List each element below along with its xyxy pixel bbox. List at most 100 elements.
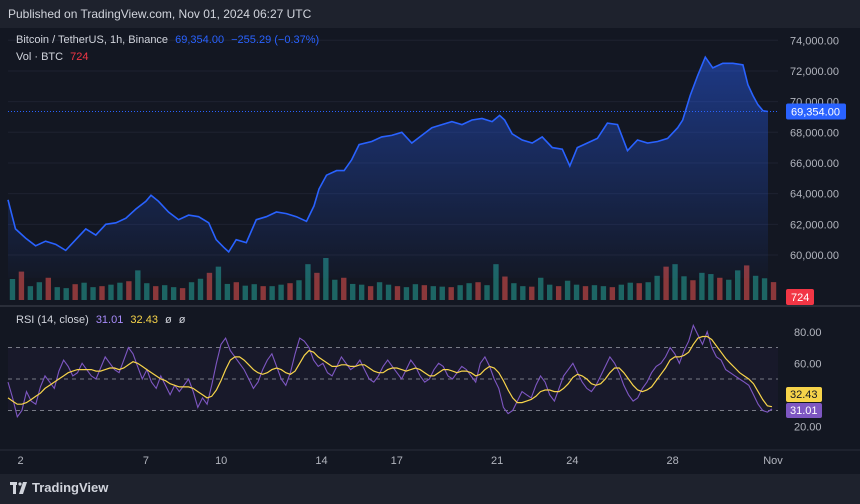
volume-bar: [72, 284, 78, 300]
time-tick-label: Nov: [763, 455, 783, 467]
price-tick-label: 62,000.00: [790, 219, 839, 231]
rsi-line: [7, 323, 773, 419]
volume-bar: [582, 286, 589, 300]
volume-bar: [233, 282, 239, 300]
volume-bar: [376, 282, 383, 300]
volume-bar: [412, 284, 419, 300]
last-price-label: 69,354.00: [791, 107, 840, 119]
volume-bar: [251, 284, 257, 300]
volume-bar: [135, 270, 141, 300]
price-change: −255.29 (−0.37%): [231, 34, 320, 46]
rsi-ma-badge: 32.43: [786, 387, 822, 402]
published-banner: Published on TradingView.com, Nov 01, 20…: [0, 0, 860, 28]
volume-label[interactable]: Vol · BTC: [16, 51, 64, 63]
symbol-label[interactable]: Bitcoin / TetherUS, 1h, Binance: [16, 34, 169, 46]
rsi-ma-line: [7, 335, 773, 408]
volume-bar: [475, 282, 481, 300]
volume-bar: [45, 277, 51, 300]
price-tick-label: 66,000.00: [790, 158, 839, 170]
price-tick-label: 60,000.00: [790, 250, 839, 262]
price-line: [7, 55, 769, 254]
volume-bar: [350, 283, 356, 300]
time-tick-label: 17: [391, 455, 403, 467]
price-tick-label: 68,000.00: [790, 127, 839, 139]
price-area: [8, 57, 768, 278]
volume-bar: [296, 280, 302, 300]
volume-bar: [717, 277, 723, 300]
volume-bar: [394, 286, 401, 300]
volume-bar: [90, 287, 96, 300]
rsi-na-1: ø: [165, 314, 172, 326]
rsi-ma-value: 32.43: [130, 314, 158, 326]
volume-bar: [54, 287, 60, 300]
volume-bar: [144, 283, 150, 300]
volume-bar: [681, 276, 687, 300]
volume-bar: [448, 287, 454, 300]
volume-value: 724: [70, 51, 89, 63]
time-tick-label: 14: [315, 455, 327, 467]
volume-bar: [609, 287, 616, 300]
volume-bar: [564, 280, 571, 300]
volume-bar: [162, 285, 168, 300]
volume-bar: [108, 284, 114, 300]
price-tick-label: 72,000.00: [790, 66, 839, 78]
volume-bar: [358, 284, 365, 300]
last-price-badge: 69,354.00: [786, 103, 846, 120]
volume-bar: [341, 277, 347, 300]
volume-bar: [260, 286, 266, 300]
volume-bar: [555, 286, 562, 300]
rsi-tick-label: 60.00: [794, 358, 822, 370]
volume-bar: [457, 285, 463, 300]
volume-bar: [278, 284, 284, 300]
volume-bar: [9, 279, 16, 300]
rsi-label[interactable]: RSI (14, close): [16, 314, 89, 326]
time-axis[interactable]: 2 7 10 14 17 21 24 28 Nov: [0, 449, 860, 467]
rsi-na-2: ø: [178, 314, 186, 326]
volume-bar: [735, 270, 741, 300]
rsi-tick-label: 80.00: [794, 327, 822, 339]
price-tick-label: 64,000.00: [790, 189, 839, 201]
volume-bar: [520, 286, 526, 300]
volume-bar: [752, 275, 759, 300]
rsi-value: 31.01: [95, 314, 124, 326]
time-tick-label: 2: [17, 455, 23, 467]
volume-bar: [663, 266, 669, 300]
volume-bar: [18, 271, 25, 300]
volume-bar: [323, 258, 329, 300]
volume-bar: [708, 274, 714, 300]
volume-bar: [269, 286, 275, 300]
time-tick-label: 28: [667, 455, 679, 467]
volume-bar: [690, 280, 696, 300]
volume-bars: [9, 258, 777, 300]
volume-bar: [385, 284, 392, 300]
price-legend: Bitcoin / TetherUS, 1h, Binance 69,354.0…: [16, 34, 323, 46]
volume-bar: [466, 283, 472, 300]
footer-brand[interactable]: TradingView: [32, 480, 109, 495]
rsi-ma-badge-label: 32.43: [790, 389, 818, 401]
volume-bar: [81, 282, 87, 300]
volume-bar: [403, 287, 410, 300]
volume-bar: [493, 264, 499, 300]
time-tick-label: 21: [491, 455, 503, 467]
volume-bar: [170, 287, 177, 300]
volume-bar: [305, 264, 311, 300]
volume-bar: [502, 276, 508, 300]
volume-bar: [636, 283, 642, 300]
volume-bar: [573, 284, 580, 300]
rsi-legend: RSI (14, close) 31.01 32.43 ø ø: [16, 314, 190, 326]
volume-legend: Vol · BTC 724: [16, 51, 93, 63]
price-axis[interactable]: 60,000.00 62,000.00 64,000.00 66,000.00 68,0…: [790, 35, 839, 262]
volume-bar: [287, 283, 293, 300]
volume-bar: [224, 283, 231, 300]
volume-bar: [430, 286, 436, 300]
volume-bar: [547, 284, 553, 300]
volume-bar: [484, 285, 490, 300]
volume-bar: [699, 272, 705, 300]
volume-bar: [197, 278, 204, 300]
volume-bar: [627, 282, 633, 300]
volume-bar: [153, 286, 159, 300]
volume-bar: [591, 285, 598, 300]
chart-area[interactable]: 60,000.00 62,000.00 64,000.00 66,000.00 68,0…: [0, 28, 860, 474]
tradingview-logo-icon[interactable]: [10, 482, 28, 496]
